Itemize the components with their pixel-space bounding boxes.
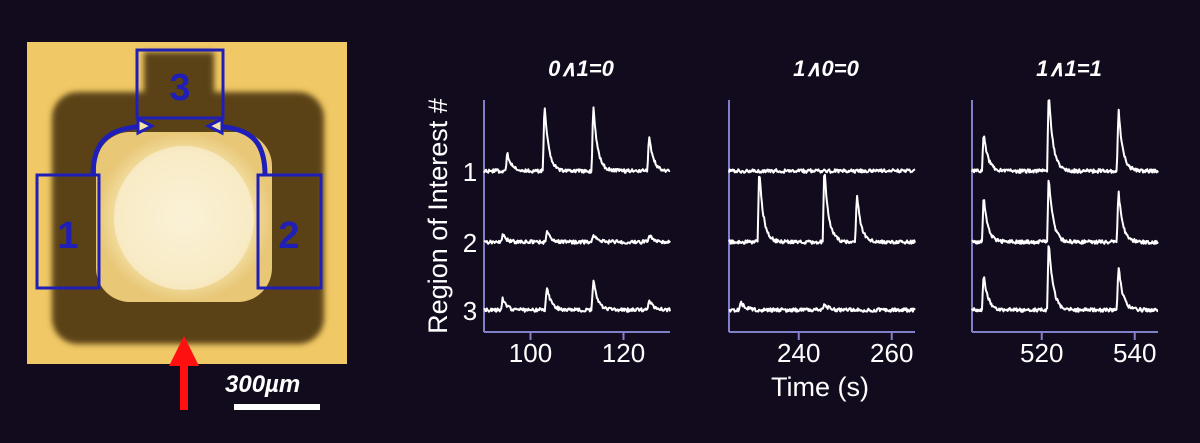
trace-line-roi-1 (728, 168, 916, 174)
region-label-3: 3 (169, 67, 190, 109)
x-axis-label: Time (s) (771, 372, 869, 402)
x-tick-label: 100 (509, 338, 552, 368)
region-box-2 (256, 173, 323, 290)
region-box-1 (35, 173, 101, 290)
trace-panel-2: 1∧0=0 240 260 (728, 56, 916, 368)
x-tick-label: 120 (602, 338, 645, 368)
row-label-2: 2 (463, 228, 477, 258)
trace-line-roi-2 (483, 230, 671, 245)
x-tick-label: 520 (1020, 338, 1063, 368)
trace-line-roi-1 (483, 106, 671, 174)
trace-line-roi-2 (971, 179, 1159, 245)
red-arrow-icon (169, 336, 199, 410)
x-tick-label: 240 (777, 338, 820, 368)
trace-panel-3: 1∧1=1 520 540 (971, 56, 1159, 368)
trace-line-roi-3 (728, 300, 916, 313)
x-tick-label: 540 (1113, 338, 1156, 368)
traces-area: Region of Interest # 1 2 3 Time (s) 0∧1=0 100 1… (423, 56, 1159, 402)
x-tick-label: 260 (870, 338, 913, 368)
y-axis-label: Region of Interest # (423, 98, 453, 334)
panel-title-1: 0∧1=0 (548, 56, 614, 81)
arrowhead-left-icon (136, 116, 156, 136)
row-label-3: 3 (463, 296, 477, 326)
panel-title-2: 1∧0=0 (793, 56, 859, 81)
scale-bar (234, 404, 320, 410)
micrograph-panel: 1 2 3 300µm (27, 42, 347, 410)
region-label-1: 1 (57, 215, 78, 257)
region-box-3 (135, 48, 225, 120)
trace-line-roi-1 (971, 99, 1159, 174)
row-label-1: 1 (463, 157, 477, 187)
trace-line-roi-3 (483, 279, 671, 313)
arrowhead-right-icon (204, 116, 224, 136)
panel-title-3: 1∧1=1 (1036, 56, 1102, 81)
scale-bar-label: 300µm (225, 371, 300, 398)
trace-line-roi-3 (971, 245, 1159, 313)
region-label-2: 2 (278, 215, 299, 257)
trace-panel-1: 0∧1=0 100 120 (483, 56, 671, 368)
trace-line-roi-2 (728, 173, 916, 245)
